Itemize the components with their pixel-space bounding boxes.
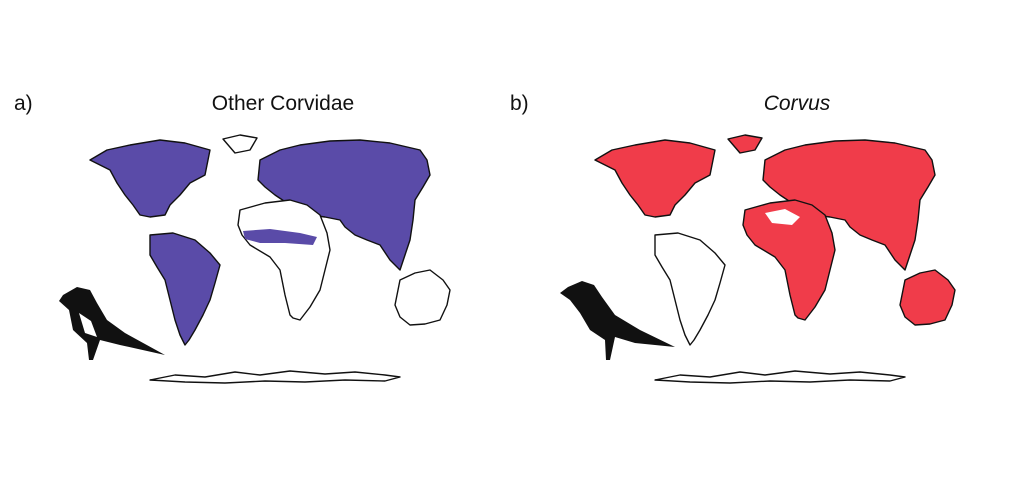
antarctica: [654, 370, 906, 384]
greenland: [222, 134, 258, 154]
world-map: [560, 134, 956, 384]
world-map: [59, 134, 451, 384]
africa: [237, 199, 331, 321]
greenland: [727, 134, 763, 154]
panel-label: a): [14, 92, 33, 115]
north-america: [89, 139, 211, 218]
antarctica: [149, 370, 401, 384]
panel-a: a) Other Corvidae: [14, 92, 451, 384]
crow-silhouette: [560, 281, 675, 360]
panel-title: Other Corvidae: [212, 92, 354, 115]
magpie-silhouette: [59, 287, 165, 360]
north-america: [594, 139, 716, 218]
australia: [394, 269, 451, 326]
panel-label: b): [510, 92, 529, 115]
south-america: [149, 232, 221, 346]
sahara-gap: [765, 209, 800, 225]
magpie-patch: [79, 313, 97, 337]
australia: [899, 269, 956, 326]
panel-title: Corvus: [764, 92, 831, 115]
sahel-range: [243, 229, 317, 245]
panel-b: b) Corvus: [510, 92, 956, 384]
south-america: [654, 232, 726, 346]
